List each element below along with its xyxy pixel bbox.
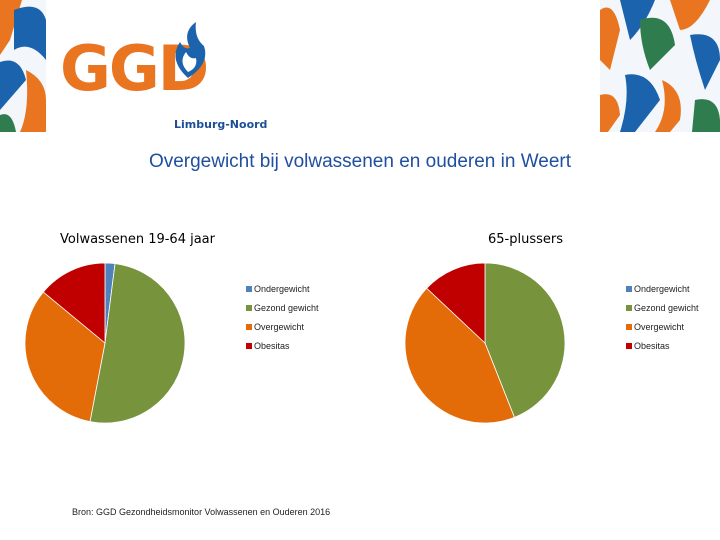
slide-title: Overgewicht bij volwassenen en ouderen i… bbox=[148, 151, 572, 172]
pie-slice-obesitas bbox=[42, 262, 106, 344]
legend-label: Obesitas bbox=[634, 341, 670, 351]
pie-slice-gezond-gewicht bbox=[89, 263, 186, 424]
logo-subtitle: Limburg-Noord bbox=[174, 118, 268, 131]
pie-slice-overgewicht bbox=[24, 291, 106, 423]
legend-swatch bbox=[246, 323, 252, 330]
legend-swatch bbox=[626, 323, 632, 330]
pie-slice-obesitas bbox=[426, 262, 486, 344]
legend-swatch bbox=[246, 304, 252, 311]
legend-swatch bbox=[246, 285, 252, 292]
legend-label: Ondergewicht bbox=[634, 284, 690, 294]
pie-chart-adults bbox=[24, 262, 186, 424]
legend-item: Obesitas bbox=[626, 340, 670, 352]
logo-flame-icon bbox=[175, 22, 206, 78]
pie-slice-overgewicht bbox=[404, 287, 515, 424]
legend-label: Obesitas bbox=[254, 341, 290, 351]
legend-item: Gezond gewicht bbox=[246, 302, 319, 314]
chart-title-adults: Volwassenen 19-64 jaar bbox=[60, 232, 215, 247]
legend-swatch bbox=[626, 285, 632, 292]
source-note: Bron: GGD Gezondheidsmonitor Volwassenen… bbox=[72, 507, 331, 517]
legend-label: Gezond gewicht bbox=[254, 303, 319, 313]
legend-swatch bbox=[246, 342, 252, 349]
legend-label: Overgewicht bbox=[634, 322, 685, 332]
legend-swatch bbox=[626, 304, 632, 311]
pie-slice-gezond-gewicht bbox=[484, 262, 566, 418]
legend-label: Ondergewicht bbox=[254, 284, 310, 294]
legend-item: Ondergewicht bbox=[626, 283, 690, 295]
legend-swatch bbox=[626, 342, 632, 349]
decorative-pattern-right bbox=[600, 0, 720, 132]
pie-chart-seniors bbox=[404, 262, 566, 424]
legend-item: Overgewicht bbox=[626, 321, 684, 333]
chart-title-seniors: 65-plussers bbox=[488, 232, 563, 247]
legend-item: Obesitas bbox=[246, 340, 290, 352]
legend-item: Gezond gewicht bbox=[626, 302, 699, 314]
legend-label: Gezond gewicht bbox=[634, 303, 699, 313]
legend-item: Ondergewicht bbox=[246, 283, 310, 295]
legend-item: Overgewicht bbox=[246, 321, 304, 333]
legend-label: Overgewicht bbox=[254, 322, 305, 332]
decorative-pattern-left bbox=[0, 0, 46, 132]
